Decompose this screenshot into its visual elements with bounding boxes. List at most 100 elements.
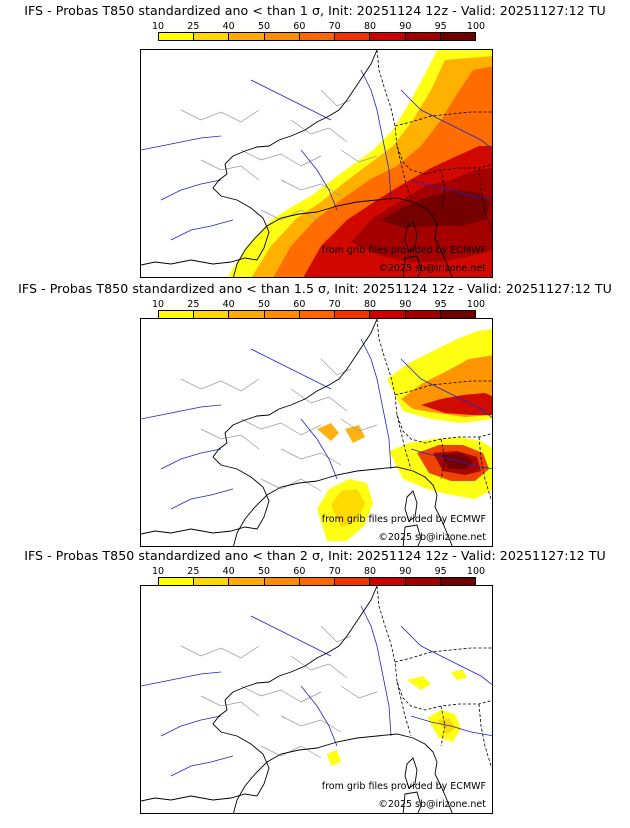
mediterranean-coastline bbox=[233, 466, 453, 546]
river bbox=[300, 685, 338, 747]
colorbar-ticks: 10 25 40 50 60 70 80 90 95 100 bbox=[152, 299, 485, 310]
river bbox=[160, 715, 222, 737]
country-border bbox=[394, 647, 492, 663]
colorbar-swatch bbox=[440, 311, 475, 318]
probability-area bbox=[421, 393, 492, 415]
country-border bbox=[396, 681, 412, 737]
river bbox=[300, 149, 338, 211]
mediterranean-coastline bbox=[233, 197, 453, 277]
river bbox=[170, 219, 234, 241]
sardinia-coastline bbox=[402, 524, 422, 546]
panel-title: IFS - Probas T850 standardized ano < tha… bbox=[18, 281, 612, 296]
colorbar-swatch bbox=[405, 578, 441, 585]
colorbar bbox=[158, 577, 476, 586]
colorbar-tick-label: 95 bbox=[434, 566, 447, 577]
mediterranean-coastline bbox=[233, 733, 453, 813]
region-boundary bbox=[200, 428, 260, 450]
map-canvas bbox=[141, 50, 492, 277]
colorbar-ticks: 10 25 40 50 60 70 80 90 95 100 bbox=[152, 21, 485, 32]
river bbox=[170, 755, 234, 777]
colorbar-swatch bbox=[194, 311, 230, 318]
river bbox=[360, 605, 392, 737]
region-boundary bbox=[280, 448, 342, 466]
probability-area bbox=[437, 718, 455, 734]
colorbar-tick-label: 50 bbox=[257, 299, 271, 310]
colorbar-swatch bbox=[159, 33, 195, 40]
copyright-credit: ©2025 sb@irizone.net bbox=[378, 263, 486, 274]
colorbar-tick-label: 90 bbox=[399, 21, 412, 32]
river bbox=[250, 615, 332, 657]
colorbar-tick-label: 60 bbox=[293, 299, 306, 310]
colorbar-tick-label: 40 bbox=[222, 566, 235, 577]
region-boundary bbox=[240, 418, 322, 436]
region-boundary bbox=[180, 109, 260, 123]
region-boundary bbox=[260, 209, 322, 223]
colorbar-swatch bbox=[405, 33, 441, 40]
colorbar-tick-label: 95 bbox=[434, 299, 447, 310]
river bbox=[400, 89, 492, 149]
copyright-credit: ©2025 sb@irizone.net bbox=[378, 532, 486, 543]
sardinia-coastline bbox=[402, 255, 422, 277]
colorbar-swatch bbox=[194, 33, 230, 40]
colorbar-tick-label: 25 bbox=[187, 566, 200, 577]
region-boundary bbox=[290, 119, 348, 143]
region-boundary bbox=[240, 149, 322, 167]
sardinia-coastline bbox=[402, 791, 422, 813]
region-boundary bbox=[260, 478, 322, 492]
colorbar-tick-label: 80 bbox=[363, 566, 377, 577]
region-boundary bbox=[180, 378, 260, 392]
probability-area bbox=[327, 750, 341, 766]
colorbar-tick-label: 80 bbox=[363, 21, 377, 32]
probability-map: from grib files provided by ECMWF ©2025 … bbox=[140, 49, 493, 278]
colorbar-swatch bbox=[229, 33, 265, 40]
colorbar-swatch bbox=[299, 311, 336, 318]
probability-area bbox=[345, 425, 365, 443]
country-border bbox=[478, 703, 492, 767]
river bbox=[300, 418, 338, 480]
source-credit: from grib files provided by ECMWF bbox=[321, 781, 486, 792]
river bbox=[160, 179, 222, 201]
colorbar-swatch bbox=[299, 578, 336, 585]
corsica-coastline bbox=[404, 490, 418, 522]
probability-area bbox=[331, 489, 365, 527]
colorbar-swatch bbox=[440, 33, 475, 40]
colorbar-swatch bbox=[335, 311, 371, 318]
probability-area bbox=[317, 423, 339, 441]
coastline bbox=[141, 50, 378, 266]
colorbar-swatch bbox=[264, 33, 300, 40]
colorbar-swatch bbox=[370, 311, 406, 318]
region-boundary bbox=[340, 149, 378, 163]
colorbar-tick-label: 25 bbox=[187, 299, 200, 310]
river bbox=[250, 348, 332, 390]
river bbox=[170, 488, 234, 510]
region-boundary bbox=[280, 179, 342, 197]
probability-area bbox=[451, 670, 467, 680]
colorbar-swatch bbox=[440, 578, 475, 585]
country-border bbox=[394, 111, 492, 127]
copyright-credit: ©2025 sb@irizone.net bbox=[378, 799, 486, 810]
colorbar-tick-label: 90 bbox=[399, 299, 412, 310]
river bbox=[400, 358, 492, 418]
region-boundary bbox=[280, 715, 342, 733]
country-border bbox=[440, 705, 446, 747]
country-border bbox=[396, 145, 412, 201]
map-canvas bbox=[141, 319, 492, 546]
colorbar bbox=[158, 32, 476, 41]
river bbox=[400, 625, 492, 685]
country-border bbox=[440, 438, 446, 480]
colorbar-tick-label: 100 bbox=[466, 299, 486, 310]
colorbar-tick-label: 50 bbox=[257, 566, 271, 577]
region-boundary bbox=[340, 418, 378, 432]
colorbar-tick-label: 60 bbox=[293, 566, 306, 577]
colorbar-tick-label: 40 bbox=[222, 21, 235, 32]
country-border bbox=[376, 586, 492, 711]
colorbar-tick-label: 100 bbox=[466, 566, 486, 577]
colorbar-swatch bbox=[264, 311, 300, 318]
colorbar-tick-label: 10 bbox=[151, 299, 165, 310]
probability-area bbox=[407, 676, 431, 690]
country-border bbox=[376, 319, 492, 444]
region-boundary bbox=[240, 685, 322, 703]
country-border bbox=[376, 50, 492, 175]
country-border bbox=[396, 414, 412, 470]
colorbar-tick-label: 50 bbox=[257, 21, 271, 32]
